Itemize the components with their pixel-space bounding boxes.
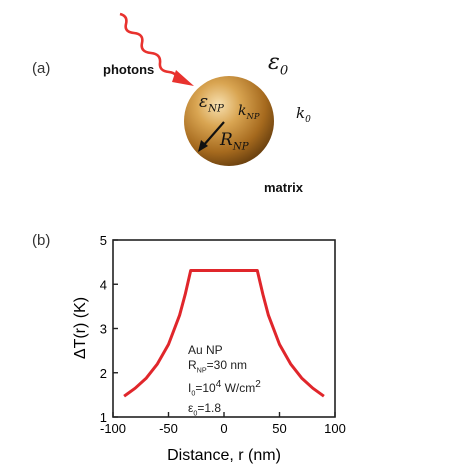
chart-annotation: Au NP RNP=30 nm I0=104 W/cm2 ε0=1.8 bbox=[188, 343, 261, 420]
x-tick-label: -100 bbox=[100, 421, 126, 436]
photon-arrow-head bbox=[172, 70, 194, 86]
y-tick-label: 3 bbox=[100, 322, 107, 337]
epsilon-0-label: ε0 bbox=[268, 50, 289, 79]
y-tick-label: 2 bbox=[100, 366, 107, 381]
x-tick-label: -50 bbox=[159, 421, 178, 436]
matrix-label: matrix bbox=[264, 180, 304, 195]
photon-wave-arrow bbox=[119, 12, 180, 83]
x-tick-label: 100 bbox=[324, 421, 346, 436]
x-tick-label: 50 bbox=[272, 421, 286, 436]
annotation-line-1: Au NP bbox=[188, 343, 223, 357]
annotation-line-2: RNP=30 nm bbox=[188, 358, 248, 375]
annotation-line-3: I0=104 W/cm2 bbox=[188, 379, 261, 398]
radius-arrow-line bbox=[202, 121, 225, 147]
k-0-label: k0 bbox=[296, 104, 311, 125]
y-tick-label: 4 bbox=[100, 277, 107, 292]
panel-a-illustration bbox=[119, 12, 274, 166]
photons-label: photons bbox=[103, 62, 155, 77]
x-tick-label: 0 bbox=[220, 421, 227, 436]
epsilon-np-label: εNP bbox=[199, 92, 224, 115]
y-tick-label: 5 bbox=[100, 233, 107, 248]
radius-arrow-head bbox=[198, 140, 208, 152]
r-np-label: RNP bbox=[220, 130, 249, 153]
annotation-line-4: ε0=1.8 bbox=[188, 400, 222, 418]
panel-a-label: (a) bbox=[32, 60, 51, 77]
x-axis-label: Distance, r (nm) bbox=[167, 447, 281, 464]
panel-b-label: (b) bbox=[32, 232, 51, 249]
k-np-label: kNP bbox=[238, 103, 260, 121]
y-axis-label: ΔT(r) (K) bbox=[72, 297, 89, 359]
series-line bbox=[123, 269, 325, 398]
y-tick-label: 1 bbox=[100, 410, 107, 425]
